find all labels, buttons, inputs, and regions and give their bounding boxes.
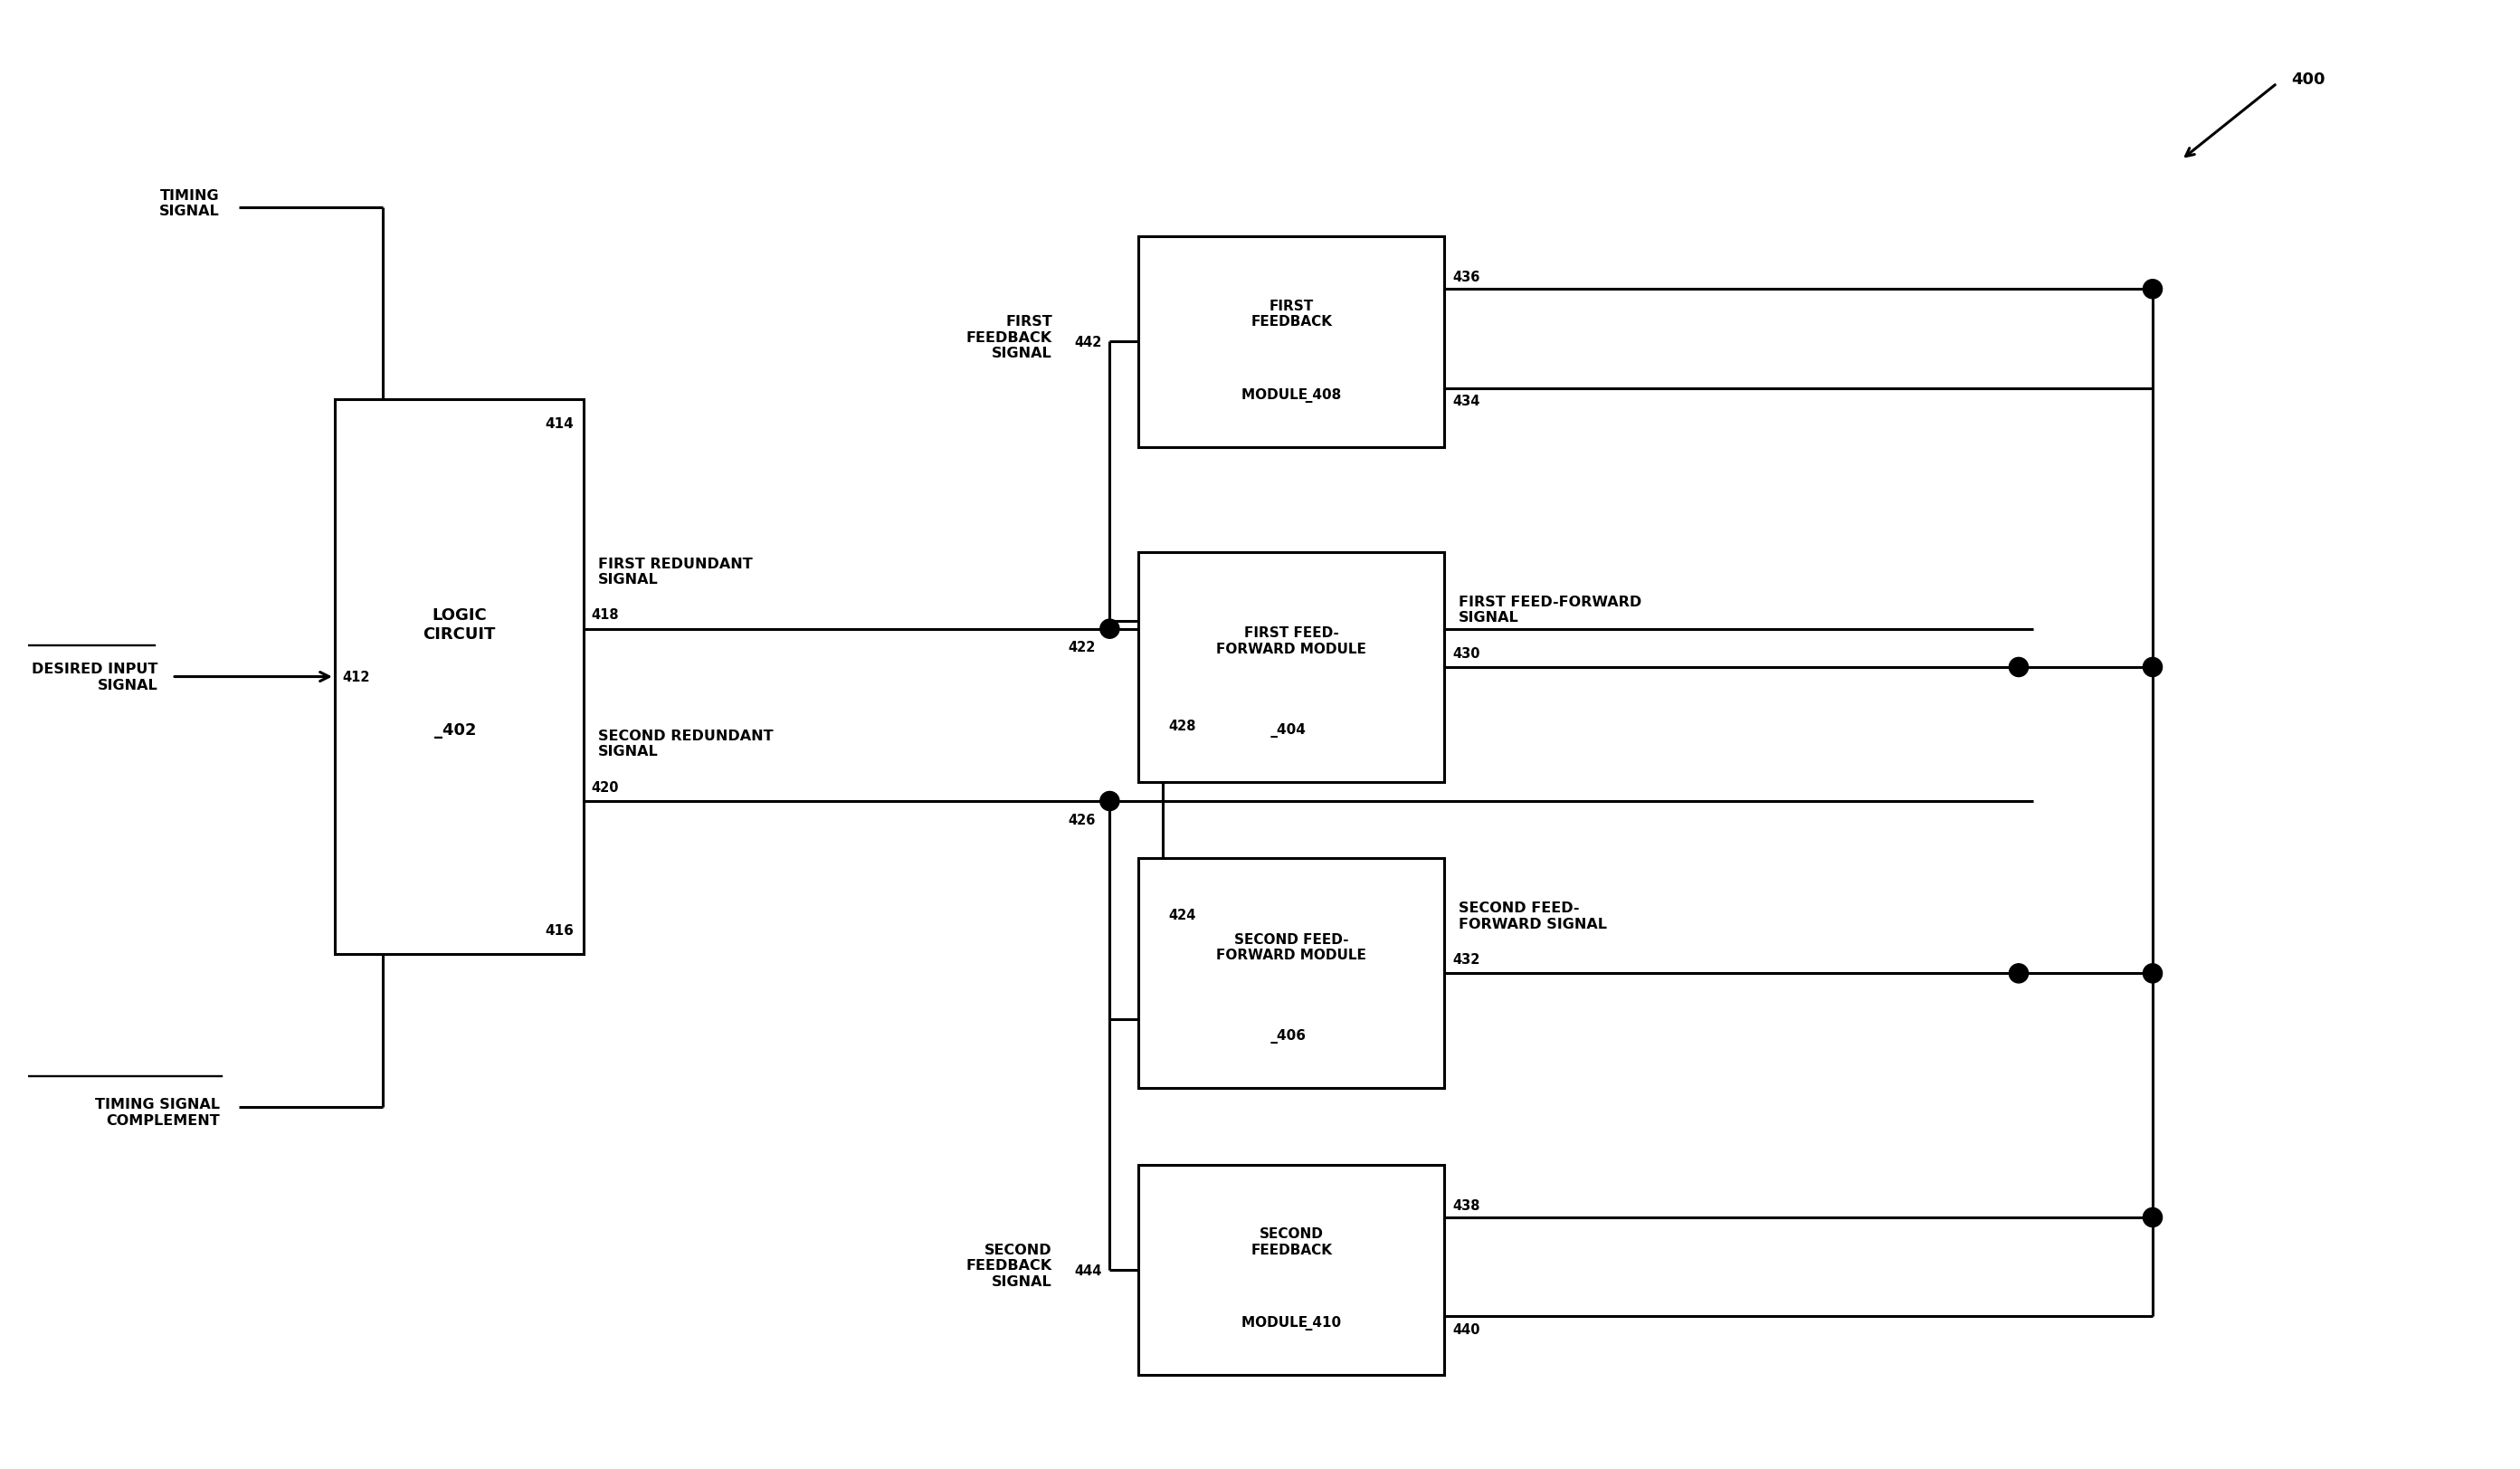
Circle shape xyxy=(2008,658,2029,677)
Text: TIMING
SIGNAL: TIMING SIGNAL xyxy=(159,190,219,219)
Text: 400: 400 xyxy=(2291,71,2326,88)
Text: 426: 426 xyxy=(1068,812,1096,827)
Text: SECOND REDUNDANT
SIGNAL: SECOND REDUNDANT SIGNAL xyxy=(597,729,774,758)
Text: 432: 432 xyxy=(1452,952,1479,967)
Text: ̲402: ̲402 xyxy=(441,721,476,737)
Bar xyxy=(1139,1165,1444,1375)
Text: 434: 434 xyxy=(1452,394,1479,408)
Circle shape xyxy=(2142,1208,2162,1227)
Text: 424: 424 xyxy=(1169,908,1194,923)
Text: 440: 440 xyxy=(1452,1322,1479,1335)
Text: ̲404: ̲404 xyxy=(1278,723,1305,737)
Text: SECOND
FEEDBACK: SECOND FEEDBACK xyxy=(1250,1227,1333,1256)
Text: TIMING SIGNAL
COMPLEMENT: TIMING SIGNAL COMPLEMENT xyxy=(96,1097,219,1127)
Text: MODULE ̲410: MODULE ̲410 xyxy=(1242,1316,1341,1329)
Text: LOGIC
CIRCUIT: LOGIC CIRCUIT xyxy=(423,607,496,642)
Text: 418: 418 xyxy=(592,608,620,621)
Text: 416: 416 xyxy=(544,924,575,937)
Text: 412: 412 xyxy=(343,670,370,685)
Text: MODULE ̲408: MODULE ̲408 xyxy=(1242,388,1341,403)
Text: SECOND FEED-
FORWARD SIGNAL: SECOND FEED- FORWARD SIGNAL xyxy=(1459,902,1608,930)
Text: 414: 414 xyxy=(544,417,575,430)
Circle shape xyxy=(2142,281,2162,300)
Text: FIRST FEED-FORWARD
SIGNAL: FIRST FEED-FORWARD SIGNAL xyxy=(1459,595,1643,624)
Text: 438: 438 xyxy=(1452,1199,1479,1212)
Bar xyxy=(1139,237,1444,448)
Text: SECOND FEED-
FORWARD MODULE: SECOND FEED- FORWARD MODULE xyxy=(1217,933,1366,962)
Circle shape xyxy=(2142,964,2162,983)
Bar xyxy=(1139,859,1444,1089)
Text: 436: 436 xyxy=(1452,270,1479,284)
Circle shape xyxy=(2142,658,2162,677)
Text: 428: 428 xyxy=(1169,720,1194,733)
Text: SECOND
FEEDBACK
SIGNAL: SECOND FEEDBACK SIGNAL xyxy=(965,1243,1053,1288)
Text: DESIRED INPUT
SIGNAL: DESIRED INPUT SIGNAL xyxy=(33,663,159,692)
Text: 420: 420 xyxy=(592,780,620,793)
Text: 430: 430 xyxy=(1452,646,1479,660)
Text: FIRST FEED-
FORWARD MODULE: FIRST FEED- FORWARD MODULE xyxy=(1217,626,1366,655)
Text: 422: 422 xyxy=(1068,640,1096,654)
Text: FIRST
FEEDBACK
SIGNAL: FIRST FEEDBACK SIGNAL xyxy=(965,314,1053,360)
Circle shape xyxy=(2008,964,2029,983)
Text: 444: 444 xyxy=(1074,1263,1101,1277)
Circle shape xyxy=(1101,792,1119,811)
Bar xyxy=(335,400,585,955)
Text: ̲406: ̲406 xyxy=(1278,1028,1305,1043)
Text: 442: 442 xyxy=(1074,335,1101,350)
Circle shape xyxy=(1101,620,1119,639)
Text: FIRST
FEEDBACK: FIRST FEEDBACK xyxy=(1250,300,1333,328)
Text: FIRST REDUNDANT
SIGNAL: FIRST REDUNDANT SIGNAL xyxy=(597,557,753,586)
Bar xyxy=(1139,552,1444,783)
